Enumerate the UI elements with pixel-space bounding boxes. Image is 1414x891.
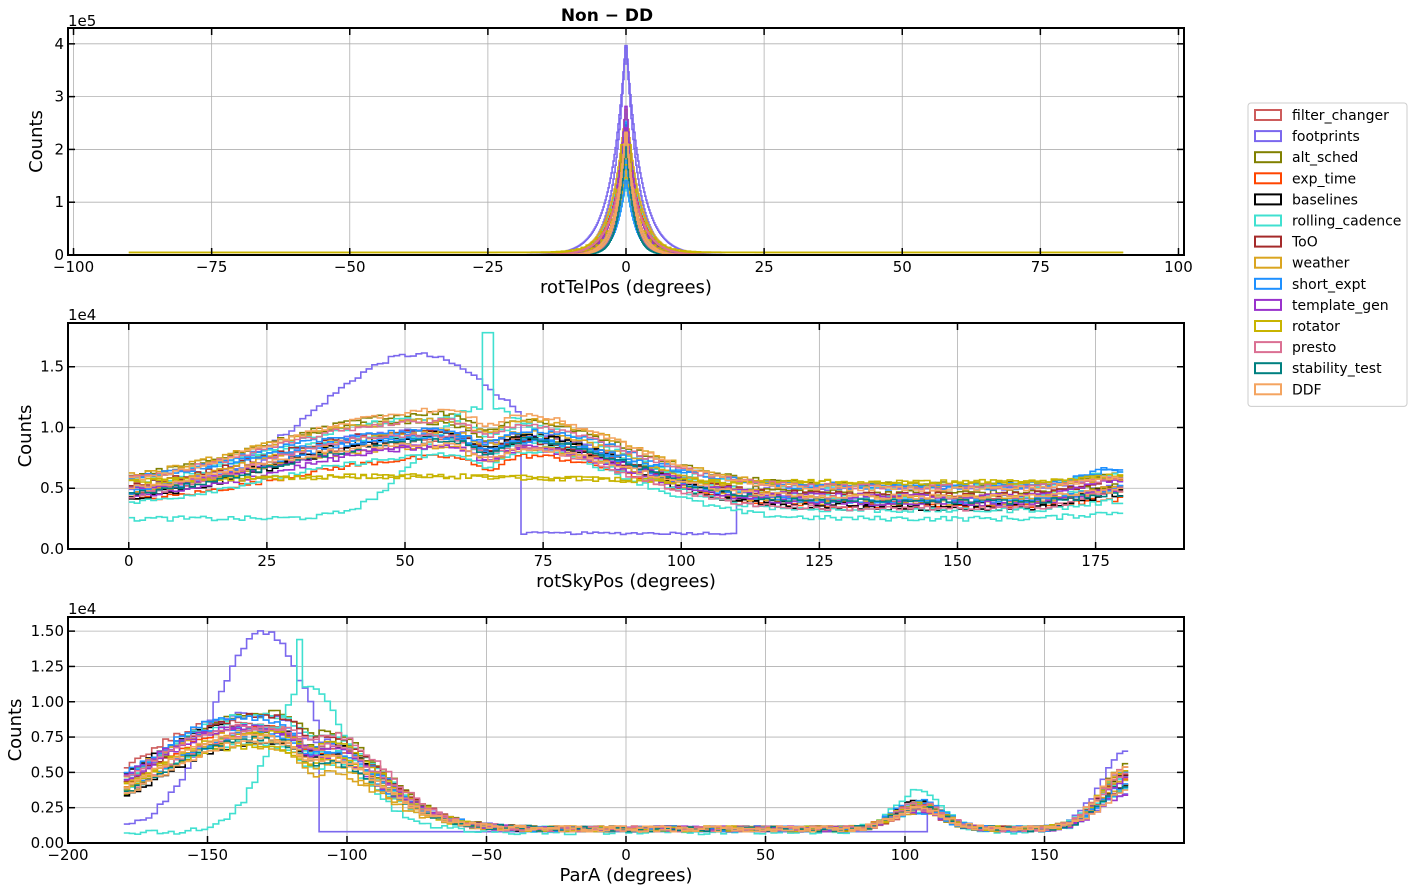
panel-rotskypos: 0 25 50 75 100 125 150 175 0.0 0.5 1.0 1.5 1e4 rotSky… [15,306,1185,592]
y-tick-label: 0.75 [31,728,64,746]
x-axis-label: ParA (degrees) [559,865,692,886]
legend-label: baselines [1292,192,1358,208]
y-tick-label: 0.00 [31,834,64,852]
legend-label: alt_sched [1292,150,1358,166]
x-tick-label: 50 [893,258,912,276]
y-offset-label: 1e4 [68,306,96,324]
x-axis-label: rotSkyPos (degrees) [536,571,716,592]
y-offset-label: 1e4 [68,600,96,618]
series-stability_test [128,436,1124,505]
x-tick-label: 150 [1030,846,1059,864]
y-axis-label: Counts [26,110,47,173]
x-tick-label: 75 [534,552,553,570]
legend-label: weather [1292,256,1350,272]
legend-label: DDF [1292,382,1322,398]
series-group [123,630,1129,836]
legend-swatch [1254,130,1282,143]
series-DDF [128,407,1124,492]
x-tick-label: 50 [756,846,775,864]
x-tick-label: 125 [805,552,834,570]
x-tick-label: −75 [196,258,228,276]
x-axis-label: rotTelPos (degrees) [540,277,712,298]
series-presto [128,433,1124,512]
series-presto [526,144,726,255]
series-DDF [123,733,1129,833]
x-tick-label: −50 [334,258,366,276]
legend-label: stability_test [1292,361,1382,377]
x-tick-label: −100 [53,258,94,276]
x-tick-label: 75 [1031,258,1050,276]
legend-swatch [1254,235,1282,248]
y-tick-label: 1.25 [31,657,64,675]
y-tick-label: 0.50 [31,763,64,781]
legend-label: rotator [1292,319,1340,335]
x-tick-label: 100 [891,846,920,864]
y-offset-label: 1e5 [68,12,96,30]
legend-label: footprints [1292,129,1360,145]
gridlines [68,28,1184,256]
legend-swatch [1254,277,1282,290]
legend-label: exp_time [1292,171,1356,187]
legend-swatch [1254,214,1282,227]
axes-frame [67,322,1185,550]
y-tick-label: 1.00 [31,693,64,711]
series-DDF [128,441,1124,500]
legend-swatch [1254,151,1282,164]
y-tick-label: 4 [54,35,64,53]
legend-swatch [1254,320,1282,332]
legend: filter_changer footprints alt_sched exp_tim… [1247,102,1408,407]
x-tick-label: 175 [1081,552,1110,570]
x-tick-label: 50 [395,552,414,570]
x-tick-label: −200 [47,846,88,864]
legend-swatch [1254,362,1282,375]
series-group [128,331,1124,536]
x-tick-label: −25 [472,258,504,276]
series-rotator [128,473,1124,486]
x-tick-label: 100 [667,552,696,570]
x-tick-label: −50 [471,846,503,864]
legend-label: short_expt [1292,277,1367,293]
panel-para: −200 −150 −100 −50 0 50 100 150 0.00 0.25 0.50 0.75… [5,600,1185,886]
y-tick-label: 0.0 [40,540,64,558]
x-tick-label: −150 [187,846,228,864]
y-tick-label: 1.0 [40,418,64,436]
chart-title: Non − DD [561,6,653,26]
y-tick-label: 2 [54,140,64,158]
legend-label: filter_changer [1292,108,1389,124]
y-axis-label: Counts [15,405,36,468]
legend-label: presto [1292,340,1336,356]
legend-label: rolling_cadence [1292,214,1401,230]
x-tick-label: 0 [621,846,631,864]
y-tick-label: 3 [54,88,64,106]
legend-swatch [1254,298,1282,311]
legend-swatch [1254,383,1282,396]
y-axis-label: Counts [5,699,26,762]
x-tick-label: −100 [326,846,367,864]
legend-swatch [1254,109,1282,121]
y-tick-label: 1.50 [31,622,64,640]
y-tick-label: 1 [54,193,64,211]
legend-label: ToO [1291,235,1318,251]
legend-label: template_gen [1292,298,1389,314]
x-tick-label: 150 [943,552,972,570]
legend-swatch [1254,256,1282,269]
y-tick-label: 1.5 [40,358,64,376]
x-tick-label: 25 [755,258,774,276]
legend-frame [1247,102,1408,407]
gridlines [68,323,1184,550]
x-tick-label: 0 [621,258,631,276]
x-tick-label: 100 [1164,258,1193,276]
x-tick-label: 25 [257,552,276,570]
legend-swatch [1254,172,1282,185]
y-tick-label: 0 [54,246,64,264]
y-tick-label: 0.5 [40,479,64,497]
y-tick-label: 0.25 [31,799,64,817]
legend-swatch [1254,193,1282,206]
legend-swatch [1254,341,1282,354]
x-tick-label: 0 [124,552,134,570]
